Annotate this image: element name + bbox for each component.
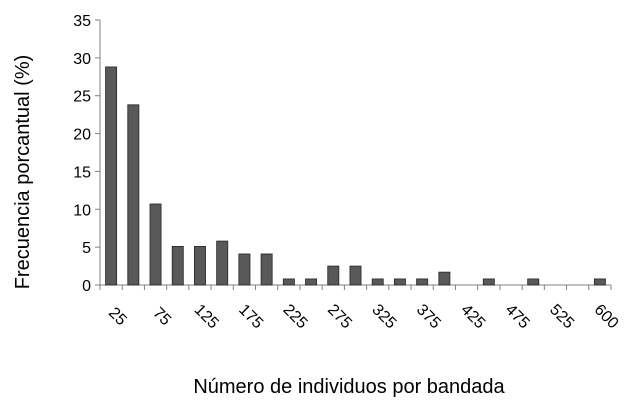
bar-400 — [438, 271, 451, 286]
x-tick-label: 600 — [591, 301, 622, 332]
y-tick-label: 20 — [73, 127, 91, 144]
bar-350 — [393, 278, 406, 286]
x-tick-label: 175 — [235, 301, 266, 332]
bar-50 — [127, 104, 140, 286]
x-tick-label: 425 — [457, 301, 488, 332]
bar-225 — [282, 278, 295, 286]
bar-175 — [238, 253, 251, 286]
y-tick-label: 0 — [82, 278, 91, 295]
bar-100 — [171, 245, 184, 286]
y-axis-title: Frecuencia porcantual (%) — [12, 55, 34, 290]
x-tick-label: 475 — [502, 301, 533, 332]
y-tick-label: 30 — [73, 51, 91, 68]
x-tick-label: 275 — [324, 301, 355, 332]
bar-500 — [527, 278, 540, 286]
x-tick-label: 225 — [280, 301, 311, 332]
y-tick-label: 25 — [73, 89, 91, 106]
bar-250 — [305, 278, 318, 286]
bar-300 — [349, 265, 362, 286]
x-tick-label: 125 — [191, 301, 222, 332]
x-tick-label: 25 — [105, 304, 130, 329]
y-tick-label: 15 — [73, 164, 91, 181]
bar-600 — [593, 278, 606, 286]
y-tick-label: 35 — [73, 13, 91, 30]
bar-125 — [194, 245, 206, 286]
bar-150 — [216, 240, 229, 286]
x-tick-label: 325 — [368, 301, 399, 332]
x-axis-title: Número de individuos por bandada — [193, 376, 505, 398]
x-tick-label: 75 — [149, 304, 174, 329]
x-axis: 25 75 125 175 225 275 325 375 425 475 525 600 — [99, 284, 622, 332]
bar-25 — [105, 66, 118, 286]
bar-375 — [416, 278, 429, 286]
bar-275 — [327, 265, 340, 286]
bars — [105, 66, 606, 286]
y-tick-label: 10 — [73, 202, 91, 219]
x-tick-label: 525 — [546, 301, 577, 332]
y-tick-label: 5 — [82, 240, 91, 257]
bar-325 — [371, 278, 384, 286]
y-axis: 0 5 10 15 20 25 30 35 — [73, 13, 101, 295]
x-tick-label: 375 — [413, 301, 444, 332]
bar-200 — [260, 253, 273, 286]
bar-75 — [149, 203, 162, 286]
bar-450 — [482, 278, 495, 286]
